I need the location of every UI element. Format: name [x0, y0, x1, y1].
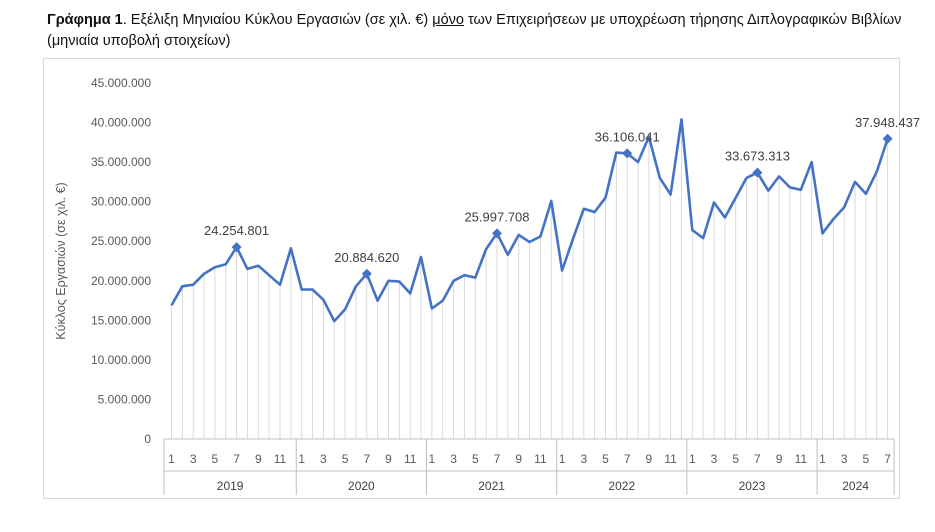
x-year-label: 2022: [608, 479, 635, 493]
x-month-label: 3: [580, 452, 587, 466]
y-tick-label: 25.000.000: [91, 234, 151, 248]
x-month-label: 1: [689, 452, 696, 466]
y-tick-label: 0: [144, 432, 151, 446]
x-month-label: 5: [342, 452, 349, 466]
data-point-marker: [492, 228, 502, 239]
chart-caption: Γράφημα 1. Εξέλιξη Μηνιαίου Κύκλου Εργασ…: [47, 10, 907, 52]
data-point-marker: [752, 167, 763, 178]
data-point-marker: [361, 268, 372, 279]
data-label: 25.997.708: [464, 209, 529, 224]
x-month-label: 11: [534, 452, 547, 466]
y-tick-label: 15.000.000: [91, 313, 151, 327]
data-label: 24.254.801: [204, 223, 269, 238]
x-month-label: 9: [385, 452, 392, 466]
x-month-label: 7: [884, 452, 891, 466]
x-month-label: 11: [404, 452, 417, 466]
data-point-marker: [231, 242, 242, 253]
y-tick-label: 10.000.000: [91, 353, 151, 367]
x-month-label: 11: [664, 452, 677, 466]
x-month-label: 9: [515, 452, 522, 466]
x-month-label: 9: [255, 452, 262, 466]
x-month-label: 7: [624, 452, 631, 466]
x-month-label: 1: [298, 452, 305, 466]
data-point-marker: [622, 148, 633, 159]
x-month-label: 3: [711, 452, 718, 466]
x-month-label: 3: [841, 452, 848, 466]
x-month-label: 9: [776, 452, 783, 466]
caption-label: Γράφημα 1: [47, 12, 123, 28]
x-month-label: 1: [168, 452, 175, 466]
x-month-label: 7: [233, 452, 240, 466]
x-month-label: 5: [472, 452, 479, 466]
x-month-label: 5: [212, 452, 219, 466]
y-tick-label: 35.000.000: [91, 155, 151, 169]
x-year-label: 2021: [478, 479, 505, 493]
x-year-label: 2024: [842, 479, 869, 493]
data-label: 37.948.437: [855, 115, 920, 130]
x-year-label: 2020: [348, 479, 375, 493]
x-month-label: 3: [450, 452, 457, 466]
data-label: 33.673.313: [725, 149, 790, 164]
x-year-label: 2019: [217, 479, 244, 493]
x-month-label: 1: [429, 452, 436, 466]
x-year-label: 2023: [739, 479, 766, 493]
x-month-label: 5: [732, 452, 739, 466]
data-point-marker: [882, 133, 893, 144]
data-label: 36.106.041: [595, 129, 660, 144]
caption-text-after: των Επιχειρήσεων με υποχρέωση τήρησης Δι…: [47, 12, 902, 49]
x-month-label: 7: [494, 452, 501, 466]
x-month-label: 1: [819, 452, 826, 466]
y-tick-label: 30.000.000: [91, 195, 151, 209]
x-month-label: 5: [863, 452, 870, 466]
caption-text-before: . Εξέλιξη Μηνιαίου Κύκλου Εργασιών (σε χ…: [122, 12, 433, 28]
x-month-label: 1: [559, 452, 566, 466]
x-month-label: 9: [646, 452, 653, 466]
x-month-label: 11: [274, 452, 287, 466]
x-month-label: 3: [190, 452, 197, 466]
x-month-label: 5: [602, 452, 609, 466]
x-month-label: 7: [754, 452, 761, 466]
y-axis-label: Κύκλος Εργασιών (σε χιλ. €): [54, 182, 68, 339]
x-month-label: 7: [363, 452, 370, 466]
y-tick-label: 20.000.000: [91, 274, 151, 288]
y-tick-label: 45.000.000: [91, 76, 151, 90]
x-month-label: 3: [320, 452, 327, 466]
y-tick-label: 5.000.000: [98, 392, 152, 406]
y-tick-label: 40.000.000: [91, 116, 151, 130]
series-line: [170, 118, 889, 323]
data-label: 20.884.620: [334, 250, 399, 265]
x-month-label: 11: [795, 452, 808, 466]
chart-frame: [43, 58, 900, 499]
caption-underlined: μόνο: [432, 12, 464, 28]
